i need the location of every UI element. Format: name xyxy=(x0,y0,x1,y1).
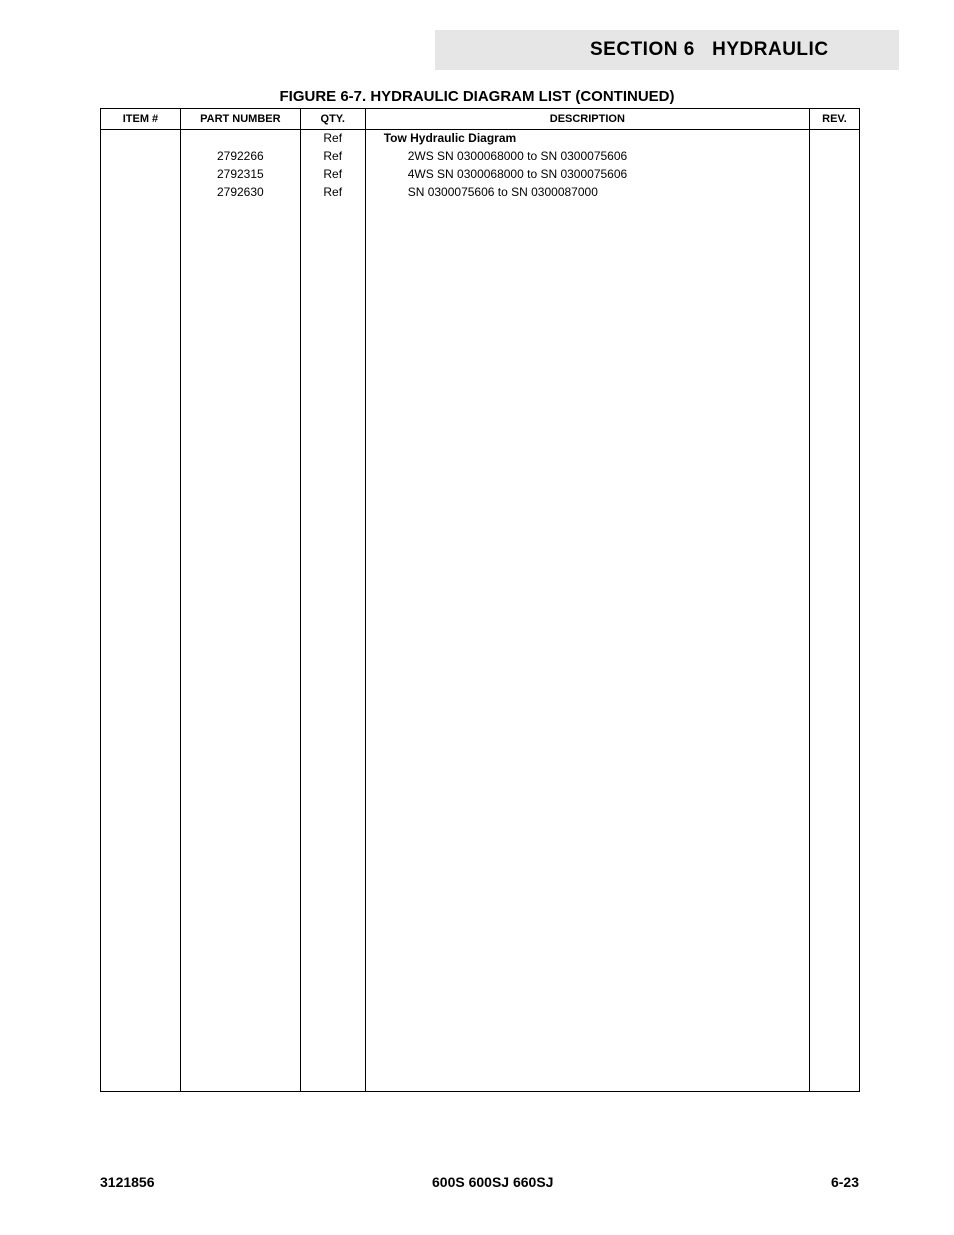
col-header-rev: REV. xyxy=(810,109,860,130)
desc-text: 4WS SN 0300068000 to SN 0300075606 xyxy=(372,167,628,181)
cell-item xyxy=(101,130,181,148)
cell-rev xyxy=(810,184,860,202)
cell-qty: Ref xyxy=(300,130,365,148)
desc-text: 2WS SN 0300068000 to SN 0300075606 xyxy=(372,149,628,163)
cell-desc: 2WS SN 0300068000 to SN 0300075606 xyxy=(365,148,809,166)
cell-part: 2792630 xyxy=(180,184,300,202)
cell-part: 2792315 xyxy=(180,166,300,184)
table-spacer-row xyxy=(101,202,860,1092)
col-header-qty: QTY. xyxy=(300,109,365,130)
cell-item xyxy=(101,184,181,202)
table-row: 2792630 Ref SN 0300075606 to SN 03000870… xyxy=(101,184,860,202)
cell-part: 2792266 xyxy=(180,148,300,166)
page-footer: 3121856 600S 600SJ 660SJ 6-23 xyxy=(100,1174,859,1190)
spacer-cell xyxy=(101,202,181,1092)
cell-desc: Tow Hydraulic Diagram xyxy=(365,130,809,148)
section-title: HYDRAULIC xyxy=(712,39,828,60)
col-header-part: PART NUMBER xyxy=(180,109,300,130)
footer-center: 600S 600SJ 660SJ xyxy=(432,1174,553,1190)
cell-item xyxy=(101,148,181,166)
section-label: SECTION 6 xyxy=(590,39,695,60)
cell-item xyxy=(101,166,181,184)
footer-right: 6-23 xyxy=(831,1174,859,1190)
parts-table: ITEM # PART NUMBER QTY. DESCRIPTION REV.… xyxy=(100,108,860,1092)
figure-caption: FIGURE 6-7. HYDRAULIC DIAGRAM LIST (CONT… xyxy=(0,88,954,105)
cell-rev xyxy=(810,148,860,166)
table-header-row: ITEM # PART NUMBER QTY. DESCRIPTION REV. xyxy=(101,109,860,130)
cell-qty: Ref xyxy=(300,148,365,166)
cell-rev xyxy=(810,130,860,148)
table-row: 2792266 Ref 2WS SN 0300068000 to SN 0300… xyxy=(101,148,860,166)
table-row: 2792315 Ref 4WS SN 0300068000 to SN 0300… xyxy=(101,166,860,184)
footer-left: 3121856 xyxy=(100,1174,155,1190)
col-header-desc: DESCRIPTION xyxy=(365,109,809,130)
section-header-text: SECTION 6 HYDRAULIC xyxy=(590,39,829,61)
cell-qty: Ref xyxy=(300,184,365,202)
cell-desc: SN 0300075606 to SN 0300087000 xyxy=(365,184,809,202)
desc-text: Tow Hydraulic Diagram xyxy=(372,131,516,145)
col-header-item: ITEM # xyxy=(101,109,181,130)
section-header-bar: SECTION 6 HYDRAULIC xyxy=(435,30,899,70)
spacer-cell xyxy=(810,202,860,1092)
spacer-cell xyxy=(300,202,365,1092)
spacer-cell xyxy=(365,202,809,1092)
cell-rev xyxy=(810,166,860,184)
table-row: Ref Tow Hydraulic Diagram xyxy=(101,130,860,148)
desc-text: SN 0300075606 to SN 0300087000 xyxy=(372,185,598,199)
table-body: Ref Tow Hydraulic Diagram 2792266 Ref 2W… xyxy=(101,130,860,1092)
spacer-cell xyxy=(180,202,300,1092)
cell-qty: Ref xyxy=(300,166,365,184)
cell-part xyxy=(180,130,300,148)
cell-desc: 4WS SN 0300068000 to SN 0300075606 xyxy=(365,166,809,184)
